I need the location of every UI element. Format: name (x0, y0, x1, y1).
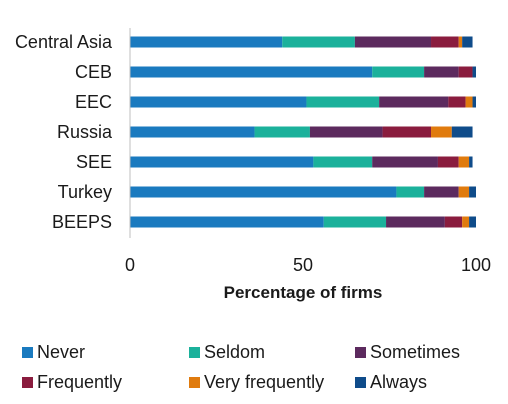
bar-segment (444, 216, 463, 228)
bar-segment (130, 216, 324, 228)
legend-swatch (189, 347, 200, 358)
bar-segment (424, 186, 459, 198)
bar-segment (309, 126, 383, 138)
bar-segment (472, 66, 476, 78)
bar-segment (472, 96, 476, 108)
category-label: Russia (57, 122, 113, 142)
bar-segment (458, 66, 473, 78)
x-tick-label: 50 (293, 255, 313, 275)
bar-segment (130, 186, 397, 198)
bar-segment (469, 216, 476, 228)
bar-segment (458, 36, 463, 48)
legend-label: Frequently (37, 372, 122, 392)
bar-segment (372, 156, 438, 168)
bar-segment (431, 126, 452, 138)
bar-segment (469, 186, 476, 198)
legend-label: Sometimes (370, 342, 460, 362)
bar-segment (254, 126, 310, 138)
x-tick-labels: 0 50 100 (125, 255, 491, 275)
x-tick-label: 100 (461, 255, 491, 275)
bar-segment (130, 66, 373, 78)
bar-segment (386, 216, 445, 228)
bars-group (130, 36, 476, 228)
bar-segment (451, 126, 473, 138)
bar-segment (130, 36, 283, 48)
bar-segment (313, 156, 373, 168)
bar-segment (458, 156, 470, 168)
legend-label: Very frequently (204, 372, 324, 392)
legend-swatch (22, 377, 33, 388)
bar-segment (306, 96, 380, 108)
bar-segment (458, 186, 470, 198)
legend-label: Never (37, 342, 85, 362)
bar-segment (469, 156, 473, 168)
bar-segment (130, 156, 314, 168)
bar-segment (354, 36, 432, 48)
bar-segment (282, 36, 355, 48)
bar-segment (465, 96, 473, 108)
category-label: BEEPS (52, 212, 112, 232)
category-label: SEE (76, 152, 112, 172)
x-axis-title: Percentage of firms (224, 283, 383, 302)
x-tick-label: 0 (125, 255, 135, 275)
legend-label: Seldom (204, 342, 265, 362)
legend-label: Always (370, 372, 427, 392)
bar-segment (437, 156, 459, 168)
bar-segment (462, 36, 473, 48)
category-label: Turkey (58, 182, 112, 202)
bar-segment (448, 96, 466, 108)
legend: Never Seldom Sometimes Frequently Very frequ… (22, 342, 460, 392)
legend-swatch (355, 347, 366, 358)
bar-segment (424, 66, 459, 78)
bar-segment (130, 96, 307, 108)
bar-segment (462, 216, 470, 228)
bar-segment (396, 186, 425, 198)
legend-swatch (355, 377, 366, 388)
bar-segment (130, 126, 255, 138)
bar-segment (372, 66, 425, 78)
category-label: EEC (75, 92, 112, 112)
legend-swatch (189, 377, 200, 388)
category-label: Central Asia (15, 32, 113, 52)
category-labels: Central Asia CEB EEC Russia SEE Turkey BEEPS (15, 32, 113, 232)
legend-swatch (22, 347, 33, 358)
bar-segment (382, 126, 432, 138)
bar-segment (323, 216, 387, 228)
bar-segment (379, 96, 449, 108)
bar-segment (431, 36, 459, 48)
category-label: CEB (75, 62, 112, 82)
